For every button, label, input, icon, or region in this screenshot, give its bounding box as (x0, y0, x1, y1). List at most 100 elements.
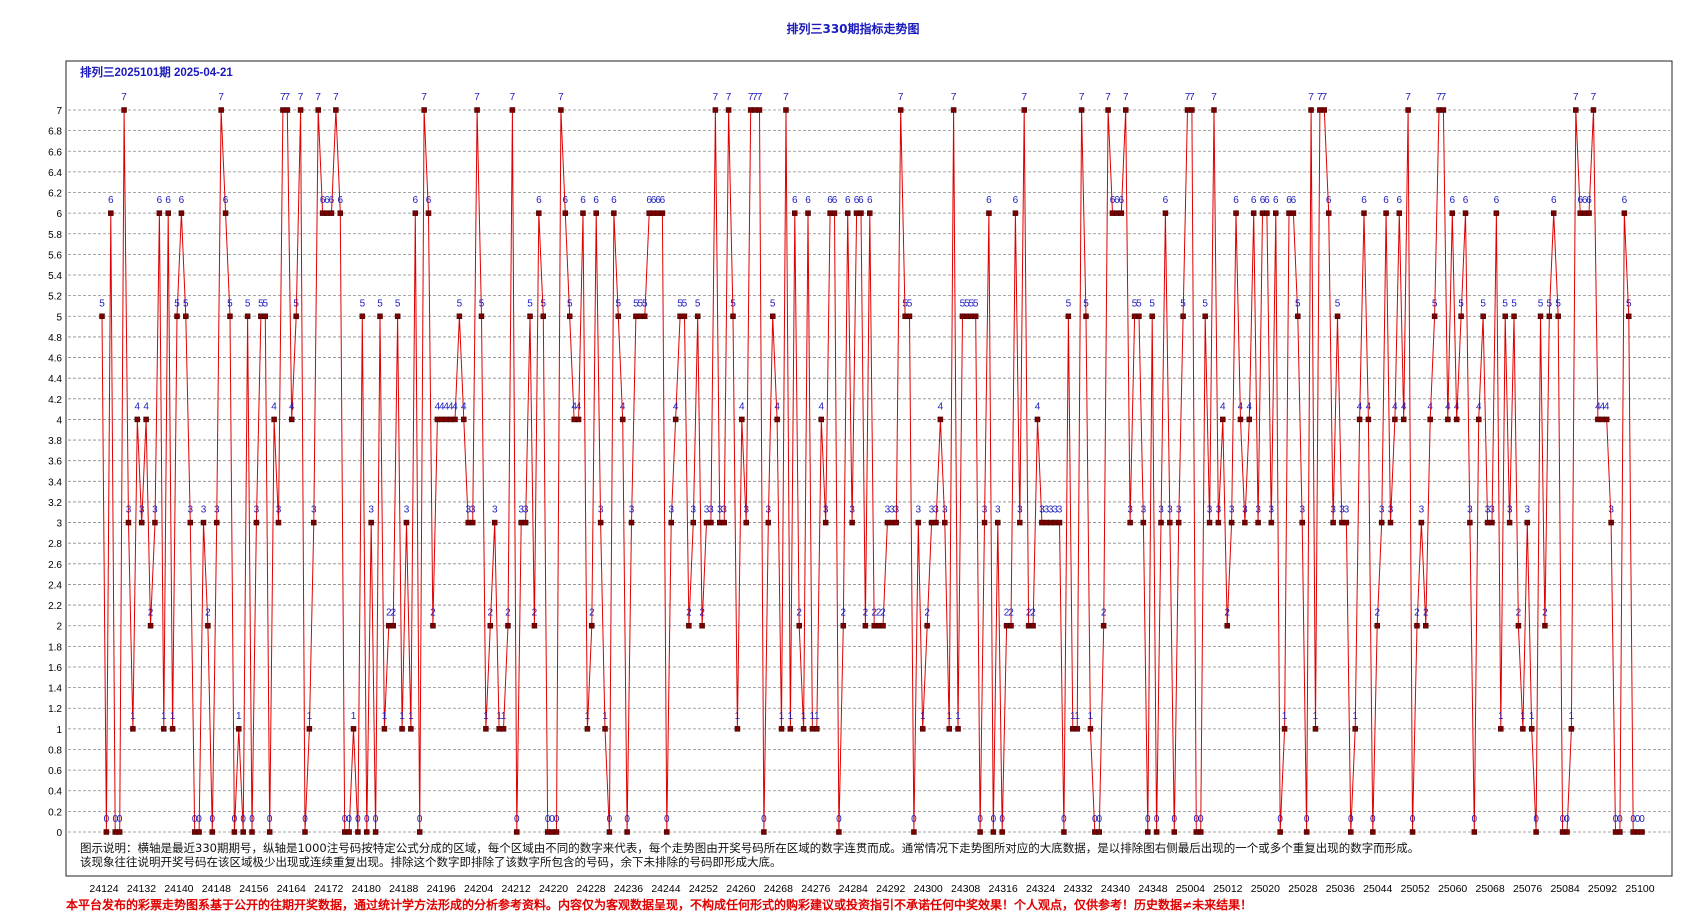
data-label: 7 (951, 92, 957, 103)
data-point (867, 210, 873, 216)
data-label: 6 (1286, 195, 1292, 206)
data-point (1330, 519, 1336, 526)
data-label: 0 (373, 814, 379, 825)
data-point (1312, 726, 1319, 732)
data-label: 6 (413, 195, 419, 206)
data-point (739, 416, 745, 423)
data-label: 2 (1374, 608, 1380, 619)
y-tick-label: 1.4 (48, 684, 62, 695)
data-label: 2 (390, 608, 396, 619)
data-point (597, 519, 604, 526)
data-label: 3 (1017, 505, 1023, 516)
page-title: 排列三330期指标走势图 (786, 22, 920, 36)
data-point (425, 210, 432, 216)
data-point (1462, 210, 1469, 216)
data-markers (99, 107, 1645, 835)
data-point (522, 519, 529, 526)
data-label: 5 (1511, 298, 1517, 309)
plot-frame (65, 60, 1673, 877)
data-point (642, 313, 648, 320)
data-label: 0 (240, 814, 246, 825)
x-tick-label: 24244 (651, 883, 680, 895)
data-label: 2 (1101, 608, 1107, 619)
data-point (346, 829, 352, 835)
data-label: 3 (404, 505, 410, 516)
data-point (1295, 313, 1301, 320)
data-point (227, 313, 233, 320)
data-point (1140, 519, 1147, 526)
data-label: 0 (1277, 814, 1283, 825)
data-label: 2 (863, 608, 869, 619)
disclaimer-text: 本平台发布的彩票走势图系基于公开的往期开奖数据，通过统计学方法形成的分析参考资料… (66, 898, 1253, 912)
data-label: 3 (187, 505, 193, 516)
data-label: 4 (443, 401, 449, 412)
data-point (937, 416, 944, 423)
data-point (831, 210, 838, 216)
data-label: 3 (982, 505, 988, 516)
data-label: 6 (1582, 195, 1588, 206)
data-label: 7 (748, 92, 754, 103)
data-point (1564, 829, 1570, 835)
data-label: 2 (924, 608, 930, 619)
data-label: 3 (1507, 505, 1513, 516)
data-point (1233, 210, 1239, 216)
data-label: 7 (783, 92, 789, 103)
data-label: 0 (355, 814, 361, 825)
data-label: 0 (1304, 814, 1310, 825)
x-tick-label: 24332 (1063, 883, 1092, 895)
data-label: 6 (986, 195, 992, 206)
data-point (487, 622, 494, 629)
y-tick-label: 3.8 (48, 436, 62, 447)
data-point (1211, 107, 1217, 113)
data-label: 3 (1044, 505, 1050, 516)
x-tick-label: 24236 (614, 883, 643, 895)
data-point (527, 313, 533, 320)
data-point (1440, 107, 1447, 113)
data-point (103, 829, 110, 835)
data-label: 0 (302, 814, 308, 825)
data-label: 0 (417, 814, 423, 825)
data-label: 5 (633, 298, 639, 309)
data-label: 3 (470, 505, 476, 516)
data-label: 7 (121, 92, 127, 103)
data-point (1498, 726, 1504, 732)
data-point (1528, 726, 1535, 732)
data-label: 2 (386, 608, 392, 619)
data-label: 5 (1132, 298, 1138, 309)
data-point (377, 313, 383, 320)
data-label: 0 (624, 814, 630, 825)
data-point (116, 829, 123, 835)
data-point (893, 519, 900, 526)
x-tick-label: 25100 (1625, 883, 1654, 895)
data-point (783, 107, 789, 113)
data-label: 7 (280, 92, 286, 103)
y-tick-label: 1 (56, 725, 62, 736)
data-label: 3 (1242, 505, 1248, 516)
data-point (1281, 726, 1288, 732)
data-label: 3 (743, 505, 749, 516)
data-label: 0 (1410, 814, 1416, 825)
data-label: 2 (1516, 608, 1522, 619)
data-label: 0 (1472, 814, 1478, 825)
data-label: 0 (545, 814, 551, 825)
data-point (606, 829, 613, 835)
data-label: 6 (1577, 195, 1583, 206)
data-label: 5 (377, 298, 383, 309)
data-point (615, 313, 622, 320)
data-point (1626, 313, 1632, 320)
description-line: 图示说明：横轴是最近330期期号，纵轴是1000注号码按特定公式分成的区域，每个… (80, 841, 1420, 855)
data-point (1303, 829, 1310, 835)
data-label: 4 (135, 401, 141, 412)
y-tick-label: 5 (56, 312, 62, 323)
data-point (1374, 622, 1380, 629)
data-point (1105, 107, 1111, 113)
y-tick-label: 3.4 (48, 477, 62, 488)
data-label: 0 (1194, 814, 1200, 825)
data-point (1550, 210, 1557, 216)
data-label: 4 (739, 401, 745, 412)
data-label: 1 (1313, 711, 1319, 722)
data-label: 6 (1463, 195, 1469, 206)
data-label: 1 (236, 711, 242, 722)
data-label: 5 (567, 298, 573, 309)
data-label: 6 (426, 195, 432, 206)
